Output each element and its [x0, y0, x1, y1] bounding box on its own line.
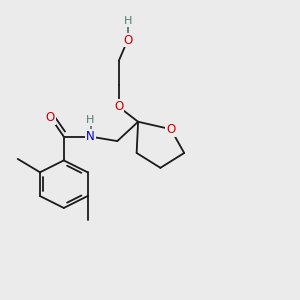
Text: O: O	[114, 100, 123, 113]
Text: O: O	[166, 123, 176, 136]
Text: O: O	[123, 34, 132, 46]
Text: H: H	[86, 115, 95, 125]
Text: O: O	[46, 111, 55, 124]
Text: N: N	[86, 130, 95, 143]
Text: H: H	[124, 16, 132, 26]
